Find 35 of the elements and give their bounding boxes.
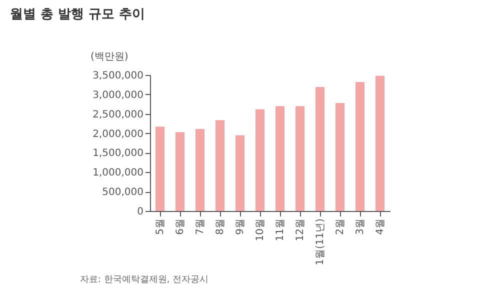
x-tick-label: 9월 <box>235 218 246 235</box>
bar <box>336 102 344 211</box>
bar <box>216 120 224 211</box>
bar <box>316 87 324 211</box>
text: 자료: 한국예탁결제원, 전자공시 <box>80 275 209 285</box>
y-tick-label: 500,000 <box>102 187 144 198</box>
x-tick-label: 1월(11년) <box>315 218 326 266</box>
bar <box>296 106 304 211</box>
y-tick-label: 2,000,000 <box>92 128 144 140</box>
x-tick-label: 12월 <box>295 218 306 242</box>
bar <box>376 76 384 211</box>
y-tick-label: 1,000,000 <box>92 168 144 179</box>
x-tick-label: 5월 <box>155 218 166 235</box>
x-tick-label: 8월 <box>215 218 226 235</box>
x-tick-label: 11월 <box>275 218 286 242</box>
y-tick-label: 2,500,000 <box>92 109 144 120</box>
x-tick-label: 7월 <box>195 218 206 235</box>
x-tick-label: 3월 <box>355 218 366 235</box>
x-tick-label: 10월 <box>255 218 266 242</box>
y-tick-label: 3,500,000 <box>92 70 144 82</box>
x-tick-label: 6월 <box>175 218 186 235</box>
bar <box>236 135 244 211</box>
x-tick-label: 4월 <box>375 218 386 235</box>
bar <box>276 106 284 211</box>
bar <box>156 126 164 211</box>
bar <box>196 129 204 211</box>
y-tick-label: 0 <box>137 206 144 218</box>
x-tick-label: 2월 <box>335 218 346 235</box>
bar <box>256 109 264 211</box>
y-tick-label: 1,500,000 <box>92 148 144 160</box>
bar <box>176 132 184 211</box>
chart-title: 월별 총 발행 규모 추이 <box>10 7 146 22</box>
bar <box>356 82 364 211</box>
y-tick-label: 3,000,000 <box>92 90 144 101</box>
y-axis-title: (백만원) <box>90 52 128 62</box>
